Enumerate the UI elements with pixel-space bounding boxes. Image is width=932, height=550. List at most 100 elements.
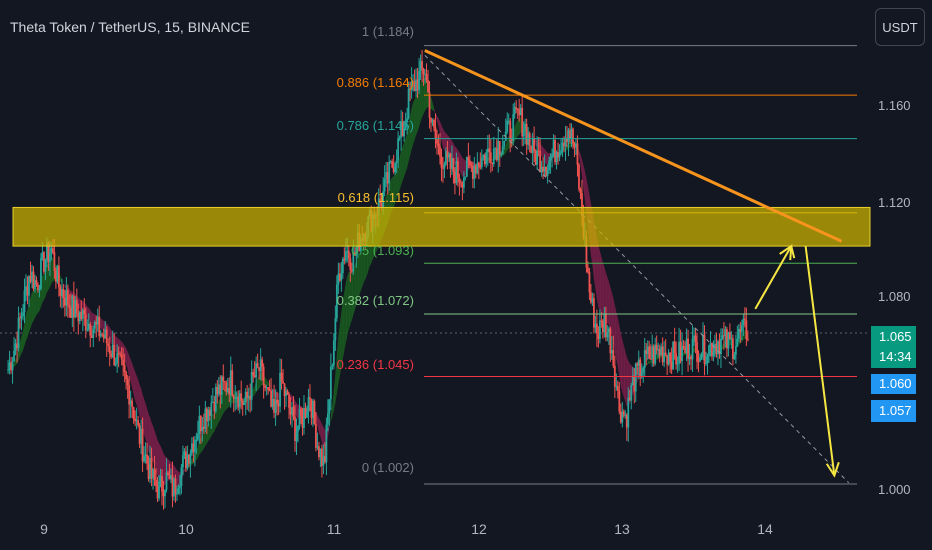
candle: [31, 271, 33, 282]
ma-ribbon-segment: [266, 379, 269, 386]
projection-arrow-down-head: [825, 461, 840, 478]
candle: [739, 329, 742, 332]
ma-ribbon-segment: [365, 242, 367, 280]
candle: [512, 114, 515, 141]
descending-trendline: [424, 49, 843, 243]
ma-ribbon-segment: [399, 149, 402, 191]
candle: [522, 130, 525, 137]
candle: [615, 386, 618, 388]
ma-ribbon-segment: [336, 336, 339, 394]
candle: [89, 323, 92, 336]
ma-ribbon-segment: [148, 413, 151, 454]
candle: [140, 428, 142, 444]
candle: [733, 354, 736, 359]
candle: [185, 451, 187, 469]
supply-zone: [12, 206, 871, 247]
candle: [141, 428, 144, 462]
candle: [319, 448, 322, 458]
ma-ribbon-segment: [30, 291, 32, 329]
candle: [600, 320, 603, 322]
ma-ribbon-segment: [185, 466, 188, 471]
candle: [22, 312, 24, 317]
ma-ribbon-segment: [407, 123, 409, 169]
candle: [259, 359, 262, 372]
candle: [727, 332, 730, 349]
candle: [180, 467, 183, 487]
candle: [152, 469, 154, 479]
candle: [116, 352, 119, 364]
candle: [343, 258, 346, 261]
candle: [313, 400, 316, 424]
ma-ribbon-segment: [405, 133, 408, 173]
candle: [177, 488, 180, 494]
candle: [482, 155, 485, 158]
candle: [663, 352, 666, 363]
candle: [434, 127, 437, 139]
candle: [416, 79, 419, 91]
x-tick-label: 9: [40, 521, 48, 537]
candle: [631, 375, 634, 386]
candle: [533, 138, 536, 151]
candle: [264, 385, 267, 389]
candle: [75, 299, 78, 314]
ma-ribbon-segment: [541, 145, 544, 160]
ma-ribbon-segment: [332, 389, 334, 417]
candle: [262, 366, 265, 386]
candle: [134, 418, 137, 422]
candle: [729, 332, 731, 340]
candle: [128, 385, 131, 405]
candle: [510, 138, 513, 141]
candle: [666, 355, 669, 365]
candle: [412, 81, 414, 83]
candle: [125, 372, 128, 380]
candle: [612, 349, 615, 366]
candle: [316, 446, 319, 448]
candle: [682, 345, 685, 348]
ma-ribbon-segment: [599, 251, 602, 313]
candle: [655, 344, 658, 351]
ma-ribbon-segment: [320, 420, 322, 443]
candle: [201, 426, 204, 432]
candle: [65, 290, 68, 306]
candle: [654, 344, 657, 364]
ma-ribbon-segment: [20, 335, 22, 357]
candle: [473, 165, 476, 179]
ma-ribbon-segment: [217, 400, 219, 426]
candle: [382, 191, 385, 209]
candle: [110, 353, 113, 357]
ma-ribbon-segment: [283, 389, 285, 391]
candle: [158, 481, 160, 499]
ma-ribbon-segment: [157, 439, 160, 478]
candle: [500, 153, 503, 155]
candle: [724, 329, 727, 337]
ma-ribbon-segment: [127, 351, 130, 377]
candle: [249, 395, 252, 400]
candle: [746, 339, 749, 341]
candle: [697, 361, 700, 363]
candle: [220, 376, 223, 395]
ma-ribbon-segment: [46, 264, 49, 293]
candle: [222, 376, 225, 382]
candle: [576, 143, 579, 165]
ma-ribbon-segment: [342, 291, 345, 359]
candle: [347, 250, 350, 259]
ma-ribbon-segment: [257, 376, 260, 391]
ma-ribbon-segment: [441, 125, 443, 148]
candle: [168, 475, 171, 479]
ma-ribbon-segment: [339, 312, 342, 376]
candle: [60, 289, 63, 296]
ma-ribbon-segment: [33, 288, 35, 321]
candle: [476, 162, 479, 174]
currency-button[interactable]: USDT: [875, 8, 925, 46]
ma-ribbon-segment: [321, 424, 324, 446]
candle: [485, 152, 488, 165]
candle: [204, 408, 207, 430]
candle: [34, 279, 36, 290]
candle: [50, 248, 53, 253]
candle: [92, 328, 95, 338]
candle: [403, 127, 406, 137]
ma-ribbon-segment: [414, 95, 417, 141]
candle: [380, 202, 383, 209]
ma-ribbon-segment: [516, 119, 518, 139]
